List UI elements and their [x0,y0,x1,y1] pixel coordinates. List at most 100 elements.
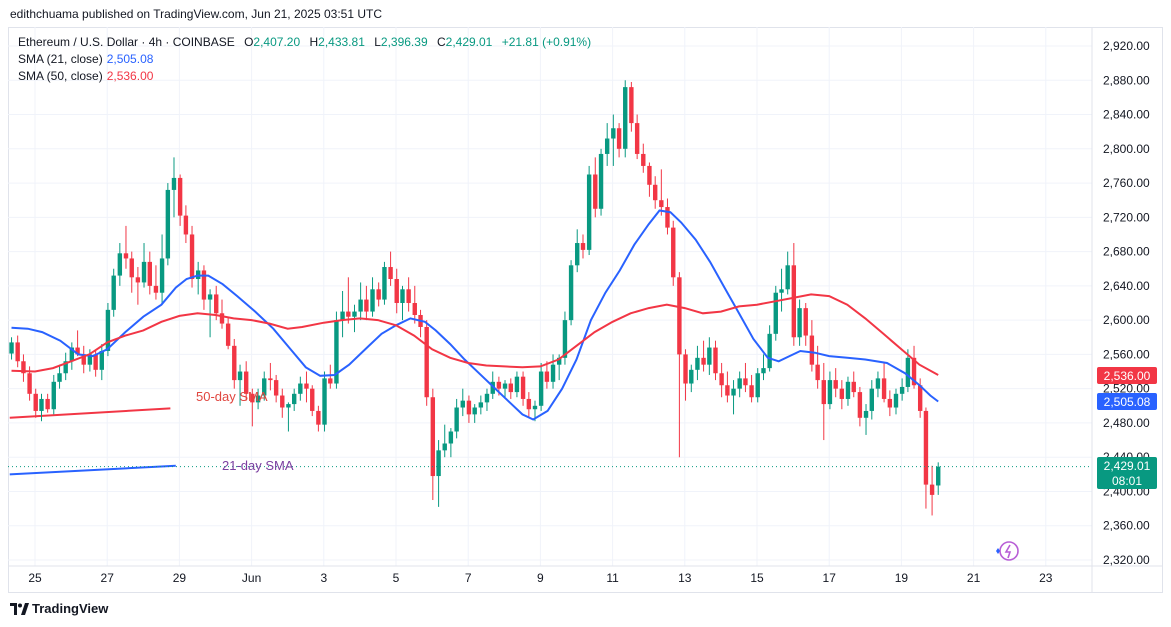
candle[interactable] [33,388,38,418]
candle[interactable] [273,374,279,403]
candle[interactable] [99,344,104,381]
candle[interactable] [147,251,152,295]
candle[interactable] [767,325,772,372]
candle[interactable] [424,320,429,406]
candle[interactable] [430,388,436,501]
candle[interactable] [195,261,201,295]
candle[interactable] [629,81,634,132]
candle[interactable] [460,388,465,417]
candle[interactable] [568,260,574,326]
candle[interactable] [153,265,159,300]
tradingview-footer[interactable]: TradingView [10,601,108,616]
legend-sma50-row[interactable]: SMA (50, close) 2,536.00 [18,69,153,83]
candle[interactable] [809,320,815,372]
candle[interactable] [797,299,802,346]
candle[interactable] [322,371,327,432]
candle[interactable] [893,388,899,415]
candle[interactable] [51,374,56,415]
candle[interactable] [370,277,375,317]
candle[interactable] [683,349,688,401]
candle[interactable] [701,340,706,372]
sma21-line[interactable] [11,209,939,421]
candle[interactable] [845,376,851,406]
candle[interactable] [400,285,405,321]
candle[interactable] [310,385,315,417]
candle[interactable] [454,398,459,439]
candle[interactable] [647,162,652,197]
candle[interactable] [821,362,826,441]
candle[interactable] [575,229,580,273]
candle[interactable] [394,268,399,314]
legend-sma21-row[interactable]: SMA (21, close) 2,505.08 [18,52,153,66]
candle[interactable] [358,282,363,321]
candle[interactable] [117,243,123,286]
candle[interactable] [382,261,387,305]
candle[interactable] [803,303,808,346]
candle[interactable] [412,285,417,324]
candle[interactable] [869,380,874,420]
candle[interactable] [81,345,86,374]
candle[interactable] [21,354,26,382]
candle[interactable] [39,393,44,422]
candle[interactable] [695,345,700,381]
candle[interactable] [304,371,309,403]
candle[interactable] [611,114,616,166]
candle[interactable] [436,440,441,507]
candle[interactable] [472,404,477,423]
candle[interactable] [298,376,303,401]
candle[interactable] [671,220,676,286]
candle[interactable] [923,407,929,509]
candle[interactable] [839,380,845,410]
candle[interactable] [135,267,141,305]
candle[interactable] [328,364,333,389]
candle[interactable] [616,123,622,158]
candle[interactable] [448,428,454,458]
candle[interactable] [773,285,778,341]
candle[interactable] [881,362,887,403]
candle[interactable] [677,272,682,458]
candle[interactable] [9,337,14,360]
candle[interactable] [737,371,742,398]
candle[interactable] [201,265,207,310]
candle[interactable] [159,234,165,303]
candle[interactable] [887,390,893,417]
candle[interactable] [45,393,50,413]
candle[interactable] [899,378,905,401]
candle[interactable] [526,392,532,418]
candle[interactable] [791,243,797,346]
candle[interactable] [268,362,273,391]
candle[interactable] [478,395,484,415]
candle[interactable] [165,183,171,266]
candle[interactable] [250,388,255,427]
candle[interactable] [875,371,881,398]
candle[interactable] [183,205,189,244]
candle[interactable] [171,157,177,218]
candle[interactable] [346,277,351,324]
candle[interactable] [340,291,345,338]
candle[interactable] [418,309,423,338]
candle[interactable] [376,282,381,307]
candle[interactable] [442,424,447,458]
candle[interactable] [586,165,592,256]
event-icon[interactable] [996,541,1019,561]
candle[interactable] [514,371,520,398]
candle[interactable] [141,243,147,288]
candle[interactable] [652,176,658,209]
candle[interactable] [364,285,369,321]
candle[interactable] [466,395,472,423]
chart-panel[interactable] [8,27,1163,593]
candle[interactable] [237,364,243,406]
candle[interactable] [731,380,736,415]
candle[interactable] [255,388,261,410]
candle[interactable] [219,299,225,329]
candle[interactable] [316,405,321,432]
candle[interactable] [544,361,550,389]
candle[interactable] [827,371,833,410]
candle[interactable] [550,354,556,389]
candle[interactable] [129,251,134,293]
sma50-line[interactable] [11,293,939,376]
candle[interactable] [262,371,267,401]
candle[interactable] [388,251,393,286]
candle[interactable] [69,342,75,370]
